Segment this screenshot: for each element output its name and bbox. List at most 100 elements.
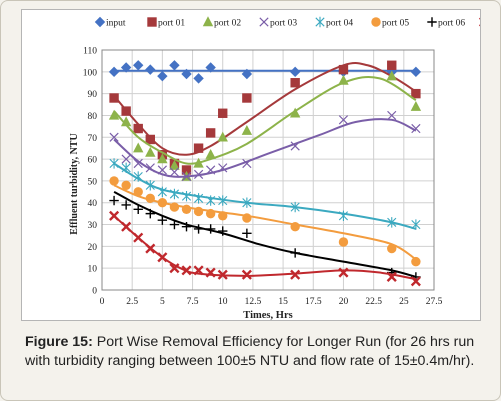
series-port-04 <box>109 158 421 230</box>
data-point <box>181 204 192 214</box>
x-tick-label: 27.5 <box>426 297 443 307</box>
y-tick-label: 30 <box>88 221 98 231</box>
data-point <box>133 158 143 169</box>
data-point <box>205 224 216 234</box>
data-point <box>193 265 204 276</box>
data-point <box>121 162 131 174</box>
data-point <box>145 134 155 145</box>
data-point <box>145 180 155 191</box>
data-point <box>169 167 180 177</box>
data-point <box>387 110 397 121</box>
data-point <box>387 217 397 228</box>
data-point <box>120 62 132 73</box>
data-point <box>169 159 180 170</box>
series-trendline <box>113 118 417 178</box>
data-point <box>157 198 168 208</box>
data-point <box>193 193 204 204</box>
data-point <box>242 197 252 208</box>
data-point <box>205 62 216 73</box>
data-point <box>145 208 155 219</box>
data-point <box>109 132 119 142</box>
x-tick-label: 2.5 <box>126 297 138 307</box>
legend-item: port 04 <box>315 16 353 29</box>
data-point <box>169 60 180 71</box>
legend-label: port 02 <box>214 19 241 29</box>
chart-svg: 0 2.5 5 7.5 10 12.5 15 17.5 20 22.5 25 27.5 0 10 20 30 4… <box>69 16 501 321</box>
data-point <box>290 78 300 88</box>
data-point <box>121 106 131 116</box>
data-point <box>193 206 204 217</box>
data-point <box>218 108 228 118</box>
data-point <box>109 93 119 103</box>
data-point <box>193 224 204 234</box>
data-point <box>157 186 167 198</box>
data-point <box>218 195 228 206</box>
x-tick-label: 10 <box>218 297 228 307</box>
data-point <box>145 193 155 204</box>
data-point <box>133 123 143 134</box>
data-point <box>169 263 180 274</box>
y-tick-label: 60 <box>88 156 98 166</box>
data-point <box>218 211 228 221</box>
x-tick-label: 22.5 <box>365 297 382 307</box>
legend-marker <box>315 16 325 28</box>
figure-caption: Figure 15: Port Wise Removal Efficiency … <box>25 333 487 371</box>
data-point <box>181 165 192 175</box>
x-tick-label: 15 <box>278 297 288 307</box>
data-point <box>145 163 155 173</box>
data-point <box>133 171 143 182</box>
series-trendline <box>113 184 417 261</box>
x-tick-label: 5 <box>160 297 165 307</box>
data-point <box>411 88 421 99</box>
data-point <box>206 195 216 206</box>
y-tick-label: 20 <box>88 243 98 253</box>
data-point <box>133 204 143 214</box>
data-point <box>181 222 192 232</box>
data-point <box>338 74 349 85</box>
y-tick-label: 50 <box>88 177 98 187</box>
data-point <box>109 158 119 169</box>
data-point <box>242 213 252 223</box>
data-point <box>289 66 301 78</box>
data-point <box>193 157 204 168</box>
legend: input port 01 port 02 port 03 port 04 port 05… <box>94 16 501 29</box>
data-point <box>145 146 156 157</box>
series-port-02 <box>108 70 422 181</box>
legend-item: port 01 <box>147 17 185 29</box>
series-port-05 <box>109 176 421 267</box>
data-point <box>338 64 349 75</box>
data-point <box>157 70 168 82</box>
data-point <box>181 171 192 182</box>
data-point <box>157 252 168 263</box>
data-point <box>338 267 349 278</box>
series-output <box>109 210 421 287</box>
series-input <box>108 60 422 84</box>
data-point <box>217 269 228 280</box>
legend-label: input <box>106 19 126 29</box>
data-point <box>242 93 252 103</box>
data-point <box>145 243 156 254</box>
data-point <box>411 256 421 267</box>
series-trendline <box>113 215 417 281</box>
caption-label: Figure 15: <box>25 334 93 350</box>
data-point <box>411 219 421 230</box>
data-point <box>121 180 131 190</box>
data-point <box>290 222 300 232</box>
data-point <box>181 68 192 80</box>
data-point <box>121 221 132 232</box>
x-tick-label: 7.5 <box>187 297 199 307</box>
data-point <box>387 60 397 70</box>
data-point <box>193 169 204 179</box>
legend-item: port 06 <box>427 17 465 29</box>
data-point <box>133 187 143 197</box>
data-point <box>205 128 216 138</box>
data-point <box>410 276 421 287</box>
data-point <box>109 176 119 186</box>
legend-item: port 03 <box>259 17 297 29</box>
legend-marker <box>427 17 437 27</box>
data-point <box>133 60 144 71</box>
legend-item: port 02 <box>202 16 241 29</box>
data-point <box>290 269 301 280</box>
x-tick-label: 20 <box>339 297 349 307</box>
series-port-06 <box>109 190 421 282</box>
